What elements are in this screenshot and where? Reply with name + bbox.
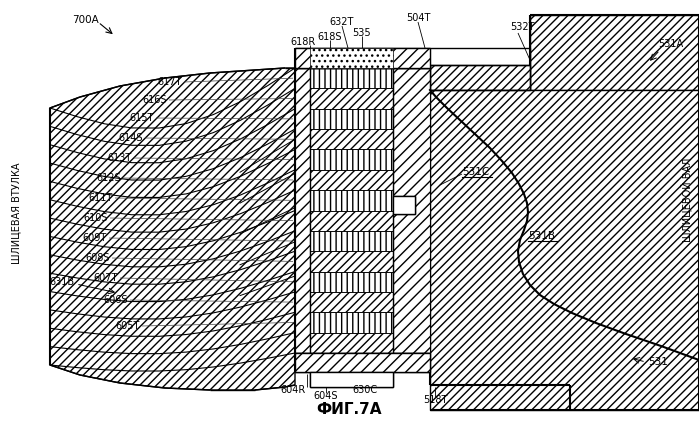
Polygon shape: [310, 68, 393, 88]
Text: 610S: 610S: [83, 213, 108, 223]
Text: 532T: 532T: [510, 22, 535, 32]
Text: 618S: 618S: [318, 32, 343, 42]
Text: 606S: 606S: [103, 295, 128, 305]
Polygon shape: [310, 129, 393, 149]
Text: 531A: 531A: [658, 39, 683, 49]
Text: 608S: 608S: [85, 253, 110, 263]
Text: 617T: 617T: [158, 77, 182, 87]
Polygon shape: [310, 272, 393, 292]
Polygon shape: [310, 88, 393, 109]
Polygon shape: [310, 149, 393, 170]
Text: 616S: 616S: [143, 95, 167, 105]
Polygon shape: [310, 231, 393, 251]
Polygon shape: [430, 65, 530, 90]
Text: 531B: 531B: [528, 231, 555, 241]
Polygon shape: [295, 353, 430, 372]
Text: 609T: 609T: [82, 233, 107, 243]
Text: 535: 535: [353, 28, 371, 38]
Text: 607T: 607T: [94, 273, 118, 283]
Text: 604R: 604R: [280, 385, 305, 395]
Polygon shape: [310, 251, 393, 272]
Polygon shape: [310, 312, 393, 333]
Text: 615T: 615T: [129, 113, 154, 123]
Polygon shape: [50, 68, 295, 390]
Text: 531: 531: [648, 357, 668, 367]
Text: ФИГ.7А: ФИГ.7А: [317, 402, 382, 418]
Polygon shape: [310, 48, 393, 68]
Polygon shape: [310, 190, 393, 210]
Text: 614S: 614S: [119, 133, 143, 143]
Text: 618R: 618R: [290, 37, 316, 47]
Polygon shape: [530, 15, 699, 90]
Polygon shape: [295, 48, 430, 68]
Text: 504T: 504T: [406, 13, 430, 23]
Text: ШЛИЦЕВАЯ ВТУЛКА: ШЛИЦЕВАЯ ВТУЛКА: [11, 162, 21, 264]
Text: 631B: 631B: [49, 277, 74, 287]
Polygon shape: [393, 196, 415, 214]
Text: 630C: 630C: [352, 385, 377, 395]
Text: 611T: 611T: [89, 193, 113, 203]
Text: ШЛИЦЕВОЙ ВАЛ: ШЛИЦЕВОЙ ВАЛ: [680, 158, 692, 242]
Text: 604S: 604S: [314, 391, 338, 401]
Polygon shape: [310, 372, 393, 387]
Text: 531C: 531C: [462, 167, 489, 177]
Text: 518T: 518T: [423, 395, 447, 405]
Polygon shape: [310, 170, 393, 190]
Text: 632T: 632T: [330, 17, 354, 27]
Text: 700A: 700A: [72, 15, 99, 25]
Polygon shape: [393, 68, 430, 353]
Polygon shape: [310, 333, 393, 353]
Text: 613T: 613T: [108, 153, 132, 163]
Polygon shape: [310, 109, 393, 129]
Text: 612S: 612S: [96, 173, 121, 183]
Polygon shape: [430, 90, 699, 410]
Text: 605T: 605T: [115, 321, 140, 331]
Polygon shape: [310, 292, 393, 312]
Polygon shape: [295, 68, 310, 353]
Polygon shape: [310, 210, 393, 231]
